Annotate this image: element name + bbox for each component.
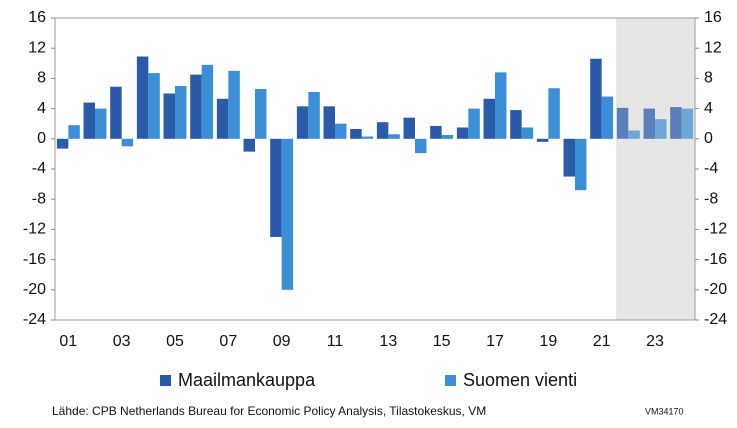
bar [110,86,122,139]
bar [430,125,442,139]
bar [510,110,522,139]
bar [228,70,240,139]
y-tick-label: -24 [23,311,46,328]
x-tick-label: 03 [113,333,131,350]
y-tick-label: -8 [32,190,46,207]
y-tick-label: 12 [28,39,46,56]
x-tick-label: 13 [379,333,397,350]
bar [628,130,640,139]
x-tick-label: 01 [59,333,77,350]
forecast-shade [616,18,695,320]
bar [270,138,282,237]
bar [655,119,667,139]
x-tick-label: 05 [166,333,184,350]
y2-tick-label: -8 [704,190,718,207]
y2-tick-label: -24 [704,311,727,328]
y2-tick-label: 8 [704,70,713,87]
x-tick-label: 07 [219,333,237,350]
y-tick-label: 16 [28,9,46,26]
bar [468,108,480,139]
bar [415,138,427,154]
x-tick-label: 19 [539,333,557,350]
bar [148,73,160,139]
bar [495,72,507,139]
bar [136,56,149,139]
bar [441,135,454,139]
source: Lähde: CPB Netherlands Bureau for Econom… [52,404,486,418]
bar [323,106,335,139]
x-tick-label: 11 [327,333,344,350]
bar [536,138,549,142]
bar [616,107,629,139]
bar [456,127,469,139]
bar [201,64,214,139]
bar [601,96,614,139]
bar [190,74,202,139]
bar [643,108,655,139]
bar [548,88,560,139]
legend-swatch [445,375,456,386]
bar [681,108,694,139]
bar [483,98,495,139]
x-tick-label: 09 [273,333,291,350]
bar [216,98,229,139]
bar [95,108,107,139]
x-tick-label: 17 [486,333,504,350]
y2-tick-label: -12 [704,221,727,238]
y2-tick-label: -16 [704,251,727,268]
y-tick-label: 4 [37,100,46,117]
y2-tick-label: -4 [704,160,718,177]
y2-tick-label: -20 [704,281,727,298]
y-tick-label: 0 [37,130,46,147]
x-tick-label: 21 [593,333,611,350]
bar [350,128,362,139]
bar [563,138,575,177]
y2-tick-label: 12 [704,39,722,56]
bar [56,138,69,149]
bar [376,122,389,139]
x-tick-label: 15 [433,333,451,350]
bar [590,58,602,139]
bar [83,102,95,139]
bar [68,125,80,139]
y2-tick-label: 0 [704,130,713,147]
bar [670,107,682,139]
plot-frame [54,17,696,321]
bar [163,93,175,139]
y-tick-label: -20 [23,281,46,298]
bar [388,134,400,139]
y-tick-label: 8 [37,70,46,87]
bar [403,117,415,139]
bar [296,106,309,139]
y-tick-label: -12 [23,221,46,238]
y-tick-label: -16 [23,251,46,268]
bar [361,136,374,139]
legend-swatch [160,375,171,386]
bar [575,138,587,191]
legend-label: Suomen vienti [463,370,577,390]
bar [255,88,267,139]
bar [308,91,320,139]
legend-label: Maailmankauppa [178,370,316,390]
bar [521,127,534,139]
bar [281,138,294,290]
x-tick-label: 23 [646,333,664,350]
y2-tick-label: 16 [704,9,722,26]
code: VM34170 [645,406,684,416]
y-tick-label: -4 [32,160,46,177]
bar [175,85,187,139]
y2-tick-label: 4 [704,100,713,117]
bar [335,123,347,139]
bar [243,138,255,152]
bar [121,138,134,147]
